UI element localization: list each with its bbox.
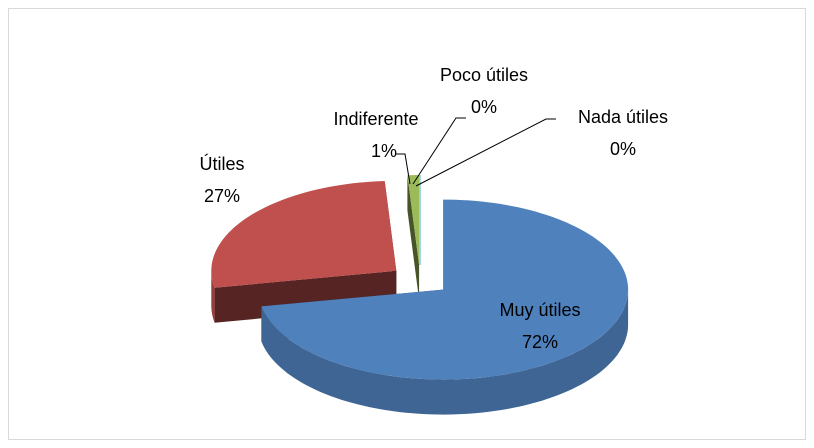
slice-side	[261, 289, 629, 415]
slice	[261, 199, 629, 380]
data-label-value: 27%	[204, 186, 240, 206]
data-label-value: 0%	[471, 97, 497, 117]
leader-line	[412, 117, 466, 185]
data-label-name: Poco útiles	[440, 65, 528, 85]
slice	[407, 175, 420, 265]
leader-line	[396, 153, 411, 185]
slice-wall	[407, 175, 420, 300]
leader-line	[415, 118, 556, 187]
slice	[211, 181, 397, 288]
data-label-value: 1%	[371, 141, 397, 161]
data-label-name: Útiles	[199, 153, 244, 174]
data-label-name: Muy útiles	[499, 300, 580, 320]
slice-side	[211, 270, 215, 323]
data-label-name: Indiferente	[333, 109, 418, 129]
data-label-value: 72%	[522, 332, 558, 352]
data-label-value: 0%	[610, 139, 636, 159]
data-label-name: Nada útiles	[578, 107, 668, 127]
